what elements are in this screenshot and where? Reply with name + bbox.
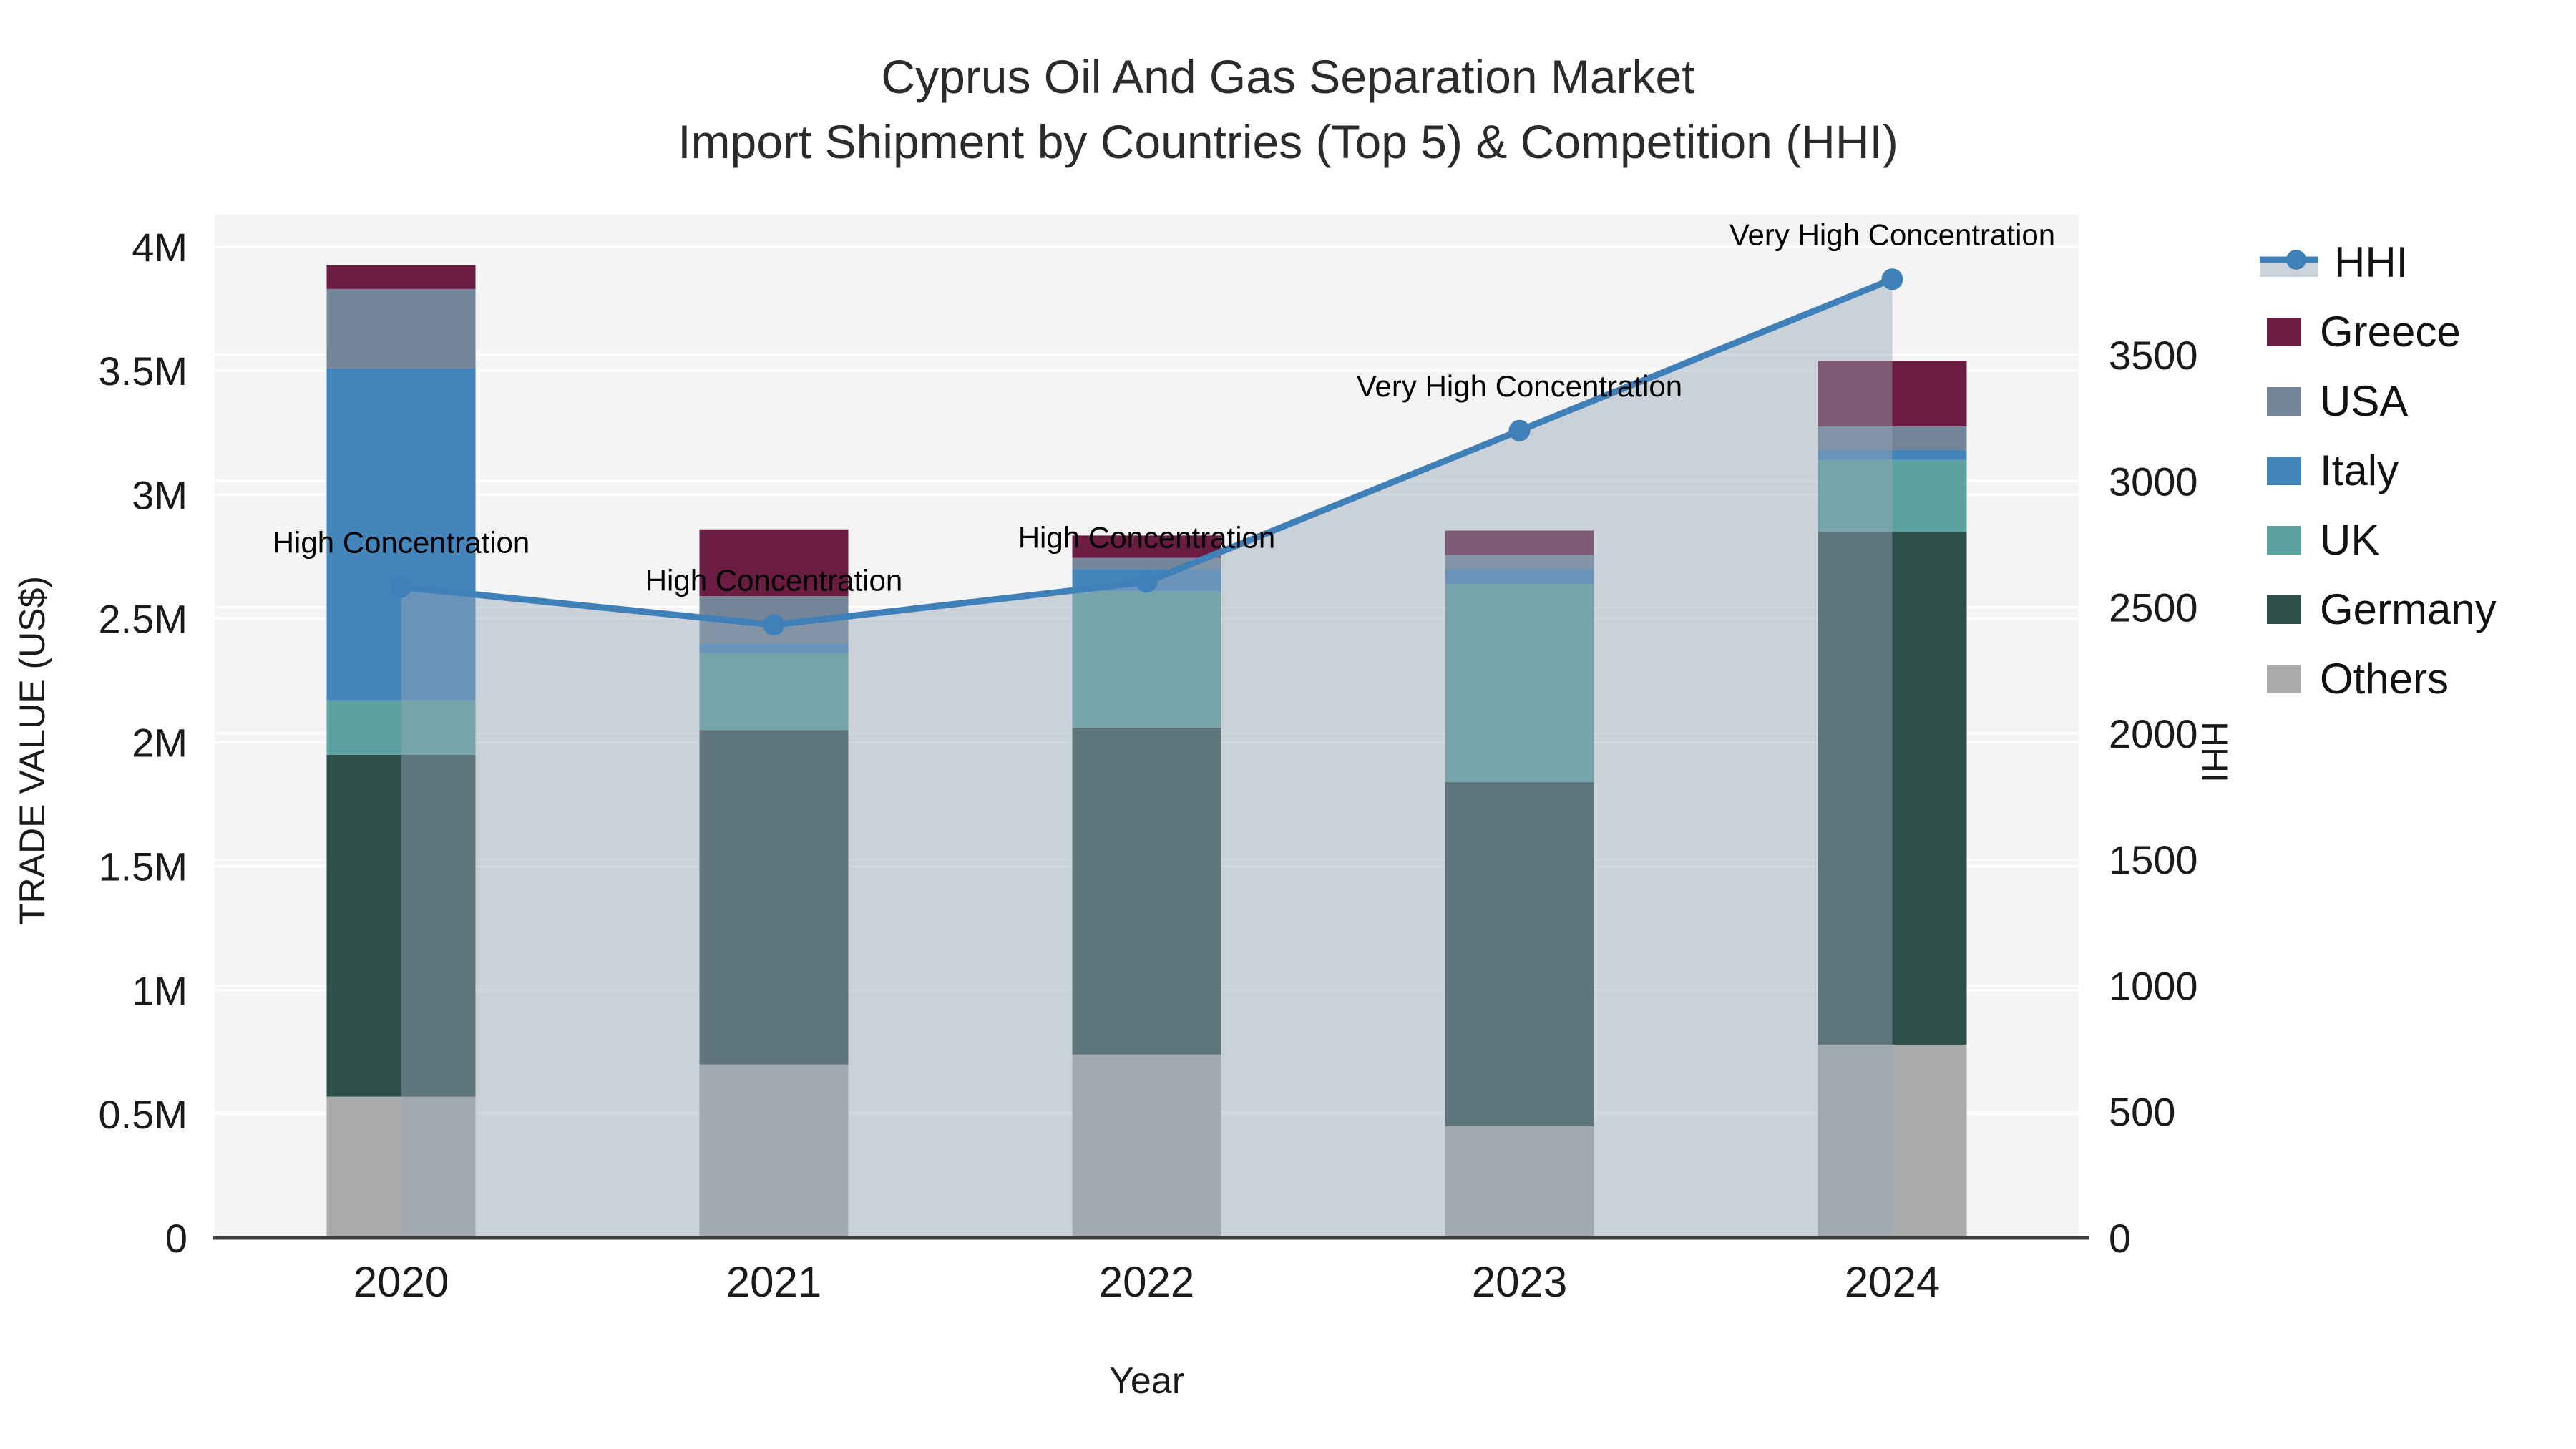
- legend-item-usa[interactable]: USA: [2267, 366, 2497, 436]
- y-right-tick-label: 3500: [2109, 333, 2198, 378]
- legend-swatch-italy-icon: [2267, 456, 2301, 485]
- y-right-tick-label: 0: [2109, 1216, 2131, 1261]
- legend-item-germany[interactable]: Germany: [2267, 575, 2497, 644]
- x-tick-label-2020: 2020: [353, 1258, 449, 1306]
- hhi-marker-2023[interactable]: [1508, 419, 1531, 441]
- bar-segment-italy-2021[interactable]: [699, 643, 849, 653]
- y-left-tick-label: 2M: [132, 721, 187, 766]
- bar-segment-others-2020[interactable]: [326, 1096, 476, 1238]
- hhi-marker-2022[interactable]: [1136, 571, 1158, 593]
- annotation-2022: High Concentration: [1018, 520, 1276, 554]
- y-right-tick-label: 2000: [2109, 711, 2198, 756]
- bar-segment-others-2021[interactable]: [699, 1064, 849, 1238]
- bar-segment-italy-2024[interactable]: [1818, 449, 1967, 460]
- hhi-area-fill: [401, 279, 1893, 1239]
- annotation-2024: Very High Concentration: [1729, 218, 2055, 251]
- bar-segment-germany-2021[interactable]: [699, 730, 849, 1065]
- y-left-tick-label: 0.5M: [99, 1092, 188, 1137]
- bar-segment-others-2022[interactable]: [1072, 1054, 1221, 1238]
- y-left-tick-label: 0: [165, 1216, 187, 1261]
- legend-label-hhi: HHI: [2334, 238, 2409, 286]
- bar-segment-greece-2020[interactable]: [326, 265, 476, 289]
- x-tick-label-2022: 2022: [1099, 1258, 1194, 1306]
- bar-segment-germany-2024[interactable]: [1818, 532, 1967, 1045]
- legend-label-uk: UK: [2320, 516, 2380, 564]
- legend-label-greece: Greece: [2320, 308, 2461, 356]
- legend-item-uk[interactable]: UK: [2267, 505, 2497, 575]
- y-left-tick-label: 2.5M: [99, 596, 188, 641]
- legend-label-others: Others: [2320, 655, 2449, 703]
- legend-label-italy: Italy: [2320, 447, 2399, 494]
- legend-swatch-uk-icon: [2267, 525, 2301, 555]
- y-left-tick-label: 1.5M: [99, 844, 188, 889]
- legend-item-italy[interactable]: Italy: [2267, 436, 2497, 505]
- y-left-tick-label: 3M: [132, 472, 187, 517]
- hhi-marker-2021[interactable]: [763, 614, 785, 636]
- hhi-marker-2024[interactable]: [1881, 268, 1903, 291]
- x-tick-label-2024: 2024: [1845, 1258, 1940, 1306]
- y-right-tick-label: 1000: [2109, 963, 2198, 1008]
- hhi-line-sample-icon: [2260, 249, 2318, 277]
- hhi-marker-2020[interactable]: [390, 576, 412, 598]
- bar-segment-usa-2023[interactable]: [1445, 555, 1594, 570]
- bar-segment-others-2023[interactable]: [1445, 1126, 1594, 1238]
- x-axis-title: Year: [1108, 1360, 1185, 1402]
- annotation-2021: High Concentration: [645, 563, 903, 597]
- legend-item-hhi[interactable]: HHI: [2260, 228, 2497, 297]
- bar-segment-greece-2024[interactable]: [1818, 361, 1967, 427]
- legend-swatch-usa-icon: [2267, 386, 2301, 416]
- legend-label-germany: Germany: [2320, 585, 2497, 633]
- x-tick-label-2021: 2021: [726, 1258, 821, 1306]
- annotation-2023: Very High Concentration: [1357, 369, 1682, 403]
- legend: HHI Greece USA Italy UK Germany Others: [2260, 228, 2497, 713]
- legend-item-others[interactable]: Others: [2267, 644, 2497, 713]
- bar-segment-greece-2023[interactable]: [1445, 530, 1594, 556]
- bar-segment-usa-2024[interactable]: [1818, 426, 1967, 450]
- bar-segment-uk-2023[interactable]: [1445, 583, 1594, 782]
- bar-segment-others-2024[interactable]: [1818, 1044, 1967, 1238]
- legend-swatch-others-icon: [2267, 664, 2301, 693]
- bar-segment-germany-2022[interactable]: [1072, 727, 1221, 1055]
- legend-item-greece[interactable]: Greece: [2267, 297, 2497, 366]
- y-right-tick-label: 500: [2109, 1090, 2175, 1135]
- bar-segment-germany-2023[interactable]: [1445, 781, 1594, 1127]
- chart-title-line2: Import Shipment by Countries (Top 5) & C…: [678, 115, 1898, 169]
- legend-label-usa: USA: [2320, 377, 2409, 425]
- y-right-tick-label: 1500: [2109, 837, 2198, 882]
- bar-segment-uk-2021[interactable]: [699, 653, 849, 731]
- bar-segment-uk-2020[interactable]: [326, 700, 476, 755]
- bar-segment-usa-2020[interactable]: [326, 288, 476, 369]
- annotation-2020: High Concentration: [273, 525, 530, 559]
- y-left-tick-label: 3.5M: [99, 348, 188, 394]
- x-tick-label-2023: 2023: [1472, 1258, 1567, 1306]
- chart-title: Cyprus Oil And Gas Separation Market Imp…: [0, 44, 2576, 175]
- bar-segment-uk-2022[interactable]: [1072, 591, 1221, 728]
- legend-swatch-germany-icon: [2267, 595, 2301, 624]
- y-right-tick-label: 2500: [2109, 585, 2198, 630]
- y-left-tick-label: 1M: [132, 968, 187, 1013]
- y-left-tick-label: 4M: [132, 225, 187, 270]
- legend-swatch-greece-icon: [2267, 317, 2301, 346]
- bar-segment-italy-2020[interactable]: [326, 368, 476, 701]
- chart-title-line1: Cyprus Oil And Gas Separation Market: [881, 50, 1695, 103]
- bar-segment-italy-2023[interactable]: [1445, 569, 1594, 584]
- bar-segment-germany-2020[interactable]: [326, 754, 476, 1097]
- y-right-tick-label: 3000: [2109, 459, 2198, 504]
- bar-segment-uk-2024[interactable]: [1818, 459, 1967, 532]
- bar-segment-greece-2021[interactable]: [699, 529, 849, 597]
- bar-segment-greece-2022[interactable]: [1072, 535, 1221, 558]
